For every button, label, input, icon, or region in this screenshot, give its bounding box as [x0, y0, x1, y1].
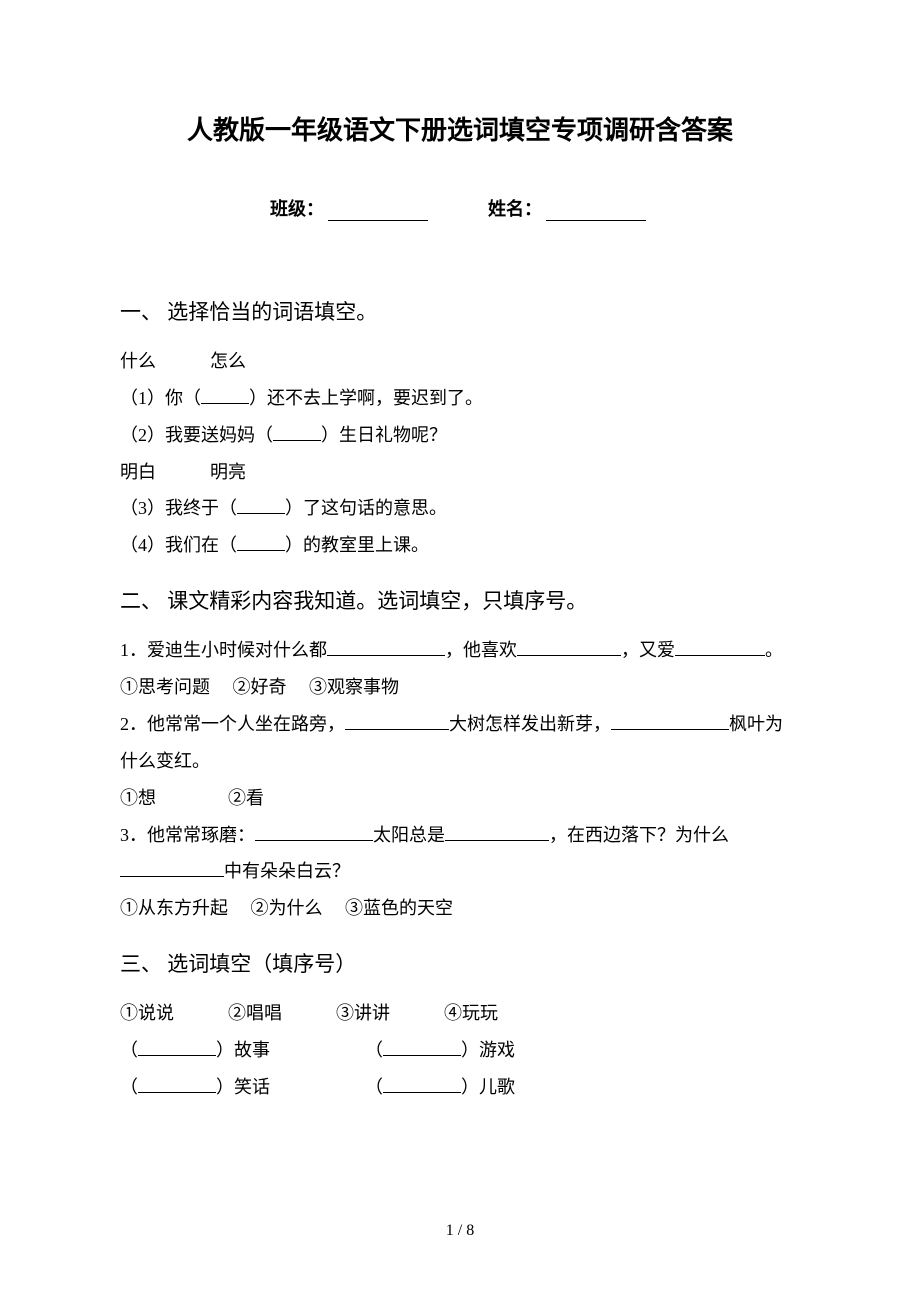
blank: [675, 640, 765, 656]
document-title: 人教版一年级语文下册选词填空专项调研含答案: [120, 110, 800, 147]
s2-q2-b: 大树怎样发出新芽，: [449, 714, 611, 734]
name-label: 姓名：: [488, 199, 542, 219]
blank: [237, 498, 285, 514]
s1-q2-post: ）生日礼物呢？: [321, 425, 447, 445]
section-3-body: ①说说 ②唱唱 ③讲讲 ④玩玩 （ ）故事 （ ）游戏 （ ）笑话 （ ）儿歌: [120, 995, 800, 1106]
s2-q3-b: 太阳总是: [373, 825, 445, 845]
paren-open: （: [120, 1040, 138, 1060]
blank: [138, 1077, 216, 1093]
s1-pair1: 什么 怎么: [120, 343, 800, 380]
s2-q3-d: 中有朵朵白云？: [224, 861, 350, 881]
s2-opts1: ①思考问题 ②好奇 ③观察事物: [120, 669, 800, 706]
s1-q3-post: ）了这句话的意思。: [285, 498, 447, 518]
s3-r2a: ）笑话: [216, 1077, 270, 1097]
page-number: 1 / 8: [0, 1222, 920, 1240]
blank: [255, 825, 373, 841]
s1-pair2: 明白 明亮: [120, 454, 800, 491]
paren-open: （: [365, 1077, 383, 1097]
s2-q1-c: ，又爱: [621, 640, 675, 660]
section-2-body: 1．爱迪生小时候对什么都 ，他喜欢 ，又爱 。 ①思考问题 ②好奇 ③观察事物 2．他…: [120, 632, 800, 927]
blank: [273, 425, 321, 441]
s2-q1-a: 1．爱迪生小时候对什么都: [120, 640, 327, 660]
s1-q4-pre: （4）我们在（: [120, 535, 237, 555]
s2-q2-a: 2．他常常一个人坐在路旁，: [120, 714, 345, 734]
s3-r1a: ）故事: [216, 1040, 270, 1060]
blank: [517, 640, 621, 656]
blank: [138, 1040, 216, 1056]
s1-q1: （1）你（ ）还不去上学啊，要迟到了。: [120, 380, 800, 417]
paren-open: （: [365, 1040, 383, 1060]
paren-open: （: [120, 1077, 138, 1097]
s1-q4: （4）我们在（ ）的教室里上课。: [120, 527, 800, 564]
info-line: 班级： 姓名：: [120, 195, 800, 221]
blank: [237, 535, 285, 551]
s1-q1-pre: （1）你（: [120, 388, 201, 408]
s1-q2: （2）我要送妈妈（ ）生日礼物呢？: [120, 417, 800, 454]
s1-q2-pre: （2）我要送妈妈（: [120, 425, 273, 445]
s2-q3-a: 3．他常常琢磨：: [120, 825, 255, 845]
s2-q1-b: ，他喜欢: [445, 640, 517, 660]
s1-pair2-b: 明亮: [210, 462, 246, 482]
s2-opts3: ①从东方升起 ②为什么 ③蓝色的天空: [120, 890, 800, 927]
blank: [445, 825, 549, 841]
s3-opts: ①说说 ②唱唱 ③讲讲 ④玩玩: [120, 995, 800, 1032]
class-blank: [328, 203, 428, 221]
s2-opts2: ①想 ②看: [120, 780, 800, 817]
s2-q2: 2．他常常一个人坐在路旁，大树怎样发出新芽，枫叶为什么变红。: [120, 706, 800, 780]
blank: [611, 714, 729, 730]
blank: [201, 388, 249, 404]
s1-pair1-b: 怎么: [210, 351, 246, 371]
s3-row1: （ ）故事 （ ）游戏: [120, 1032, 800, 1069]
name-blank: [546, 203, 646, 221]
s2-q3-c: ，在西边落下？为什么: [549, 825, 729, 845]
blank: [345, 714, 449, 730]
page-content: 人教版一年级语文下册选词填空专项调研含答案 班级： 姓名： 一、 选择恰当的词语…: [0, 0, 920, 1106]
s2-q3: 3．他常常琢磨： 太阳总是 ，在西边落下？为什么中有朵朵白云？: [120, 817, 800, 891]
s3-r2b: ）儿歌: [461, 1077, 515, 1097]
s3-r1b: ）游戏: [461, 1040, 515, 1060]
section-3-head: 三、 选词填空（填序号）: [120, 945, 800, 985]
section-1-body: 什么 怎么 （1）你（ ）还不去上学啊，要迟到了。 （2）我要送妈妈（ ）生日礼物呢？…: [120, 343, 800, 564]
s1-q4-post: ）的教室里上课。: [285, 535, 429, 555]
s1-q3: （3）我终于（ ）了这句话的意思。: [120, 490, 800, 527]
class-label: 班级：: [270, 199, 324, 219]
s3-row2: （ ）笑话 （ ）儿歌: [120, 1069, 800, 1106]
blank: [383, 1077, 461, 1093]
s2-q1: 1．爱迪生小时候对什么都 ，他喜欢 ，又爱 。: [120, 632, 800, 669]
section-1-head: 一、 选择恰当的词语填空。: [120, 293, 800, 333]
blank: [383, 1040, 461, 1056]
s1-pair2-a: 明白: [120, 462, 156, 482]
s1-pair1-a: 什么: [120, 351, 156, 371]
blank: [327, 640, 445, 656]
blank: [120, 861, 224, 877]
s1-q3-pre: （3）我终于（: [120, 498, 237, 518]
s2-q1-d: 。: [765, 640, 783, 660]
section-2-head: 二、 课文精彩内容我知道。选词填空，只填序号。: [120, 582, 800, 622]
s1-q1-post: ）还不去上学啊，要迟到了。: [249, 388, 483, 408]
